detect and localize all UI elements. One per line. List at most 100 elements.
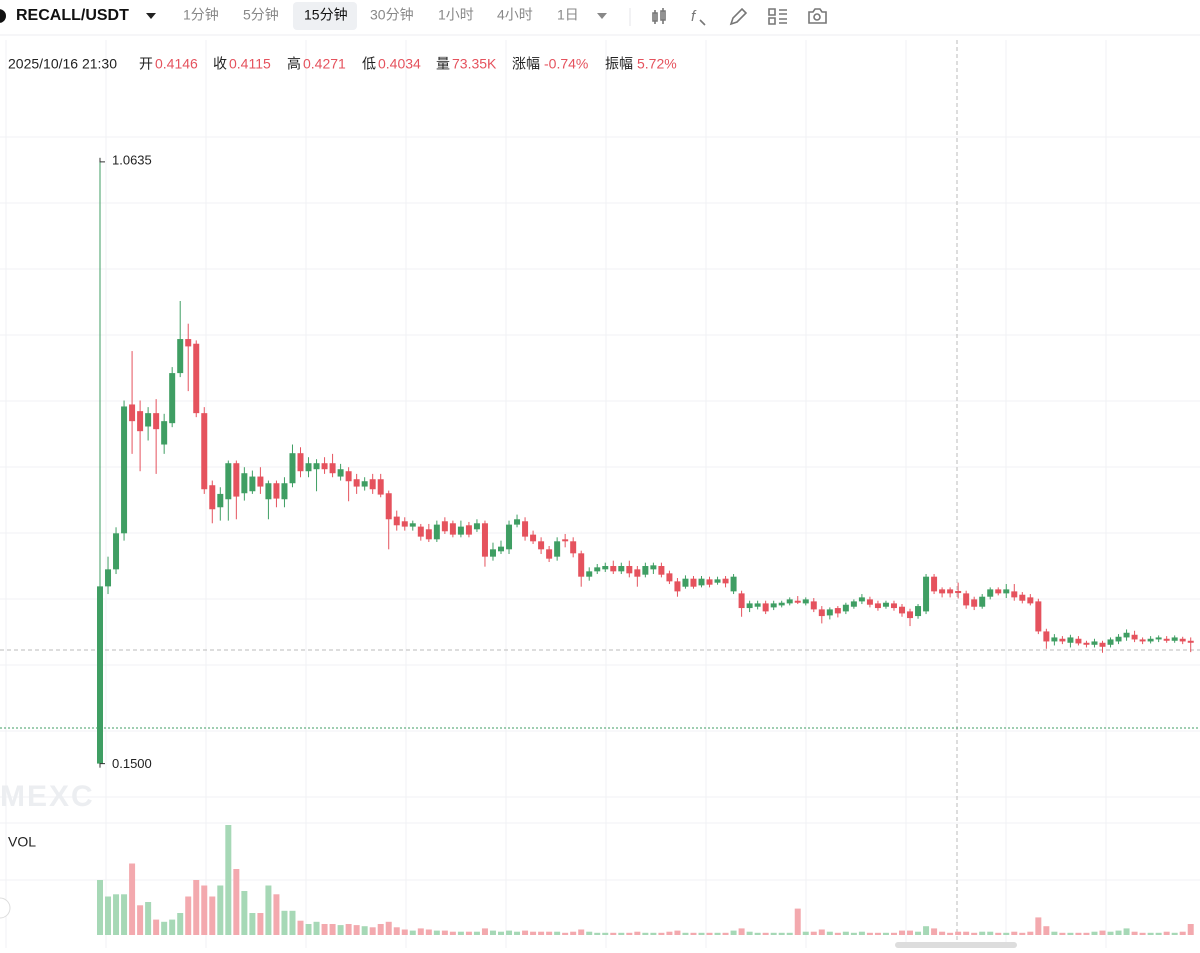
- volume-bar: [594, 932, 601, 935]
- candle-body: [441, 521, 448, 532]
- candle-body: [586, 571, 593, 577]
- volume-bar: [626, 932, 633, 935]
- volume-bar: [778, 932, 785, 935]
- candle-body: [530, 534, 537, 542]
- volume-bar: [121, 894, 128, 935]
- volume-bar: [361, 926, 368, 935]
- candle-body: [979, 596, 986, 607]
- volume-bar: [1035, 917, 1042, 935]
- candle-body: [1179, 638, 1186, 642]
- volume-bar: [425, 929, 432, 935]
- symbol[interactable]: RECALL/USDT: [16, 7, 129, 24]
- volume-bar: [169, 919, 176, 935]
- volume-bar: [177, 913, 184, 935]
- volume-bar: [1131, 931, 1138, 935]
- info-value: 0.4271: [303, 56, 346, 72]
- volume-bar: [714, 932, 721, 935]
- candle-body: [329, 463, 336, 474]
- candle-body: [305, 463, 312, 472]
- candle-body: [554, 541, 561, 557]
- fx-icon[interactable]: f: [691, 8, 697, 25]
- candle-body: [850, 601, 857, 607]
- candle-body: [874, 603, 881, 609]
- volume-bar: [1011, 931, 1018, 935]
- volume-bar: [329, 924, 336, 935]
- candle-body: [369, 479, 376, 490]
- grid: [0, 40, 1200, 948]
- interval-tab[interactable]: 4小时: [497, 7, 533, 23]
- interval-tab[interactable]: 5分钟: [243, 7, 279, 23]
- volume-bar: [153, 919, 160, 935]
- candle-body: [947, 589, 954, 594]
- volume-bar: [105, 896, 112, 935]
- candle-body: [931, 576, 938, 592]
- volume-bar: [369, 927, 376, 935]
- volume-bar: [457, 931, 464, 935]
- volume-bar: [233, 869, 240, 935]
- candle-body: [209, 485, 216, 510]
- interval-tab[interactable]: 30分钟: [370, 7, 414, 23]
- volume-bar: [858, 931, 865, 935]
- candle-body: [1131, 634, 1138, 640]
- candle-body: [778, 602, 785, 606]
- volume-bar: [850, 932, 857, 935]
- candle-body: [1099, 642, 1106, 647]
- info-label: 开: [139, 56, 153, 72]
- volume-bar: [1067, 932, 1074, 935]
- interval-caret[interactable]: [597, 13, 607, 19]
- volume-bar: [907, 930, 914, 935]
- volume-bar: [762, 932, 769, 935]
- scroll-button[interactable]: [0, 897, 11, 919]
- scrollbar[interactable]: [895, 942, 1017, 948]
- volume-bar: [137, 905, 144, 935]
- candle-body: [193, 343, 200, 414]
- candle-body: [137, 411, 144, 432]
- interval-tab[interactable]: 1小时: [438, 7, 474, 23]
- candle-body: [425, 529, 432, 540]
- toolbar-icons[interactable]: f: [652, 7, 827, 26]
- volume-bar: [377, 924, 384, 935]
- interval-tab[interactable]: 1日: [557, 7, 579, 23]
- candle-body: [1171, 637, 1178, 641]
- candle-body: [746, 603, 753, 609]
- candle-body: [826, 609, 833, 616]
- volume-bar: [193, 880, 200, 935]
- symbol-caret[interactable]: [146, 13, 156, 19]
- candle-body: [498, 546, 504, 552]
- volume-bar: [489, 930, 496, 935]
- candle-body: [185, 339, 192, 347]
- candle-body: [377, 479, 384, 495]
- volume-bar: [353, 925, 360, 935]
- volume-bar: [345, 924, 352, 935]
- candle-body: [594, 567, 601, 572]
- volume-bar: [770, 932, 777, 935]
- candle-body: [1187, 640, 1194, 643]
- volume-title: VOL: [8, 834, 36, 850]
- candle-body: [113, 533, 120, 570]
- info-label: 收: [213, 56, 227, 72]
- volume-bar: [1163, 931, 1170, 935]
- volume-bar: [449, 931, 456, 935]
- volume-bar: [602, 932, 609, 935]
- volume-bar: [746, 931, 753, 935]
- volume-bar: [473, 931, 480, 935]
- candle-body: [417, 526, 424, 537]
- candle-body: [1163, 638, 1170, 641]
- candle-body: [1059, 638, 1066, 642]
- candle-body: [562, 539, 569, 542]
- candle-body: [722, 578, 729, 584]
- candle-body: [345, 471, 352, 482]
- candle-body: [313, 463, 320, 470]
- interval-tab[interactable]: 1分钟: [183, 7, 219, 23]
- candle-body: [129, 404, 136, 422]
- candle-body: [161, 421, 168, 445]
- candle-body: [762, 603, 769, 612]
- candle-body: [1043, 631, 1050, 642]
- volume-bar: [786, 932, 793, 935]
- volume-bar: [1091, 931, 1098, 935]
- volume-bar: [321, 924, 328, 935]
- interval-tab[interactable]: 15分钟: [304, 7, 348, 23]
- candle-body: [754, 603, 761, 607]
- coin-icon: [0, 9, 6, 23]
